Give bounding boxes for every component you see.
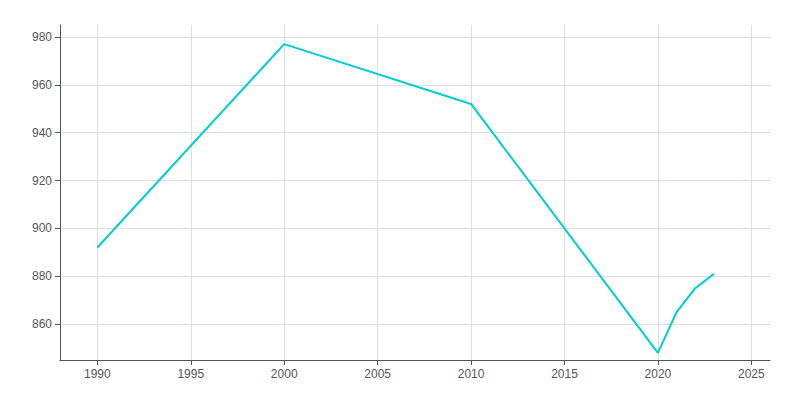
svg-text:1995: 1995 — [177, 367, 204, 381]
svg-text:2020: 2020 — [645, 367, 672, 381]
svg-text:980: 980 — [32, 30, 52, 44]
svg-text:940: 940 — [32, 126, 52, 140]
svg-text:2025: 2025 — [738, 367, 765, 381]
svg-text:2015: 2015 — [551, 367, 578, 381]
svg-text:2000: 2000 — [271, 367, 298, 381]
svg-text:1990: 1990 — [84, 367, 111, 381]
svg-text:960: 960 — [32, 78, 52, 92]
svg-text:2005: 2005 — [364, 367, 391, 381]
svg-text:900: 900 — [32, 221, 52, 235]
svg-text:860: 860 — [32, 317, 52, 331]
svg-text:880: 880 — [32, 269, 52, 283]
svg-text:2010: 2010 — [458, 367, 485, 381]
svg-text:920: 920 — [32, 174, 52, 188]
